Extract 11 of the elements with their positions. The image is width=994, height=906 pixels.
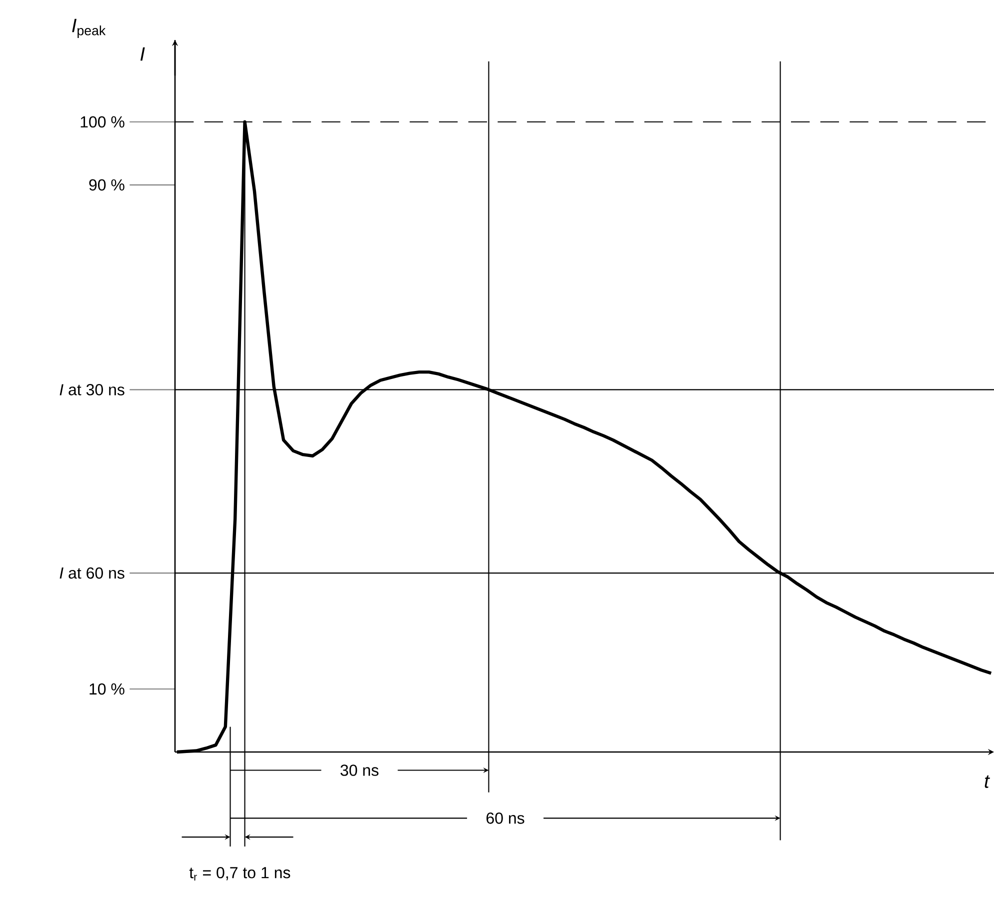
x-axis-title: t [984,775,990,788]
y-tick-label: 90 % [89,179,124,191]
text: t$_{r}$ = 0,7 to 1 ns [189,866,290,881]
text: 30 ns [340,764,378,776]
y-tick-label: 10 % [90,683,124,695]
text: I$_{peak}$ [72,18,106,38]
y-tick-label: I at 60 ns [60,567,124,579]
y-tick-label: 100 % [80,116,124,128]
y-tick-label: I at 30 ns [60,384,124,396]
text: 60 ns [486,812,524,824]
y-axis-title: I [140,47,145,61]
